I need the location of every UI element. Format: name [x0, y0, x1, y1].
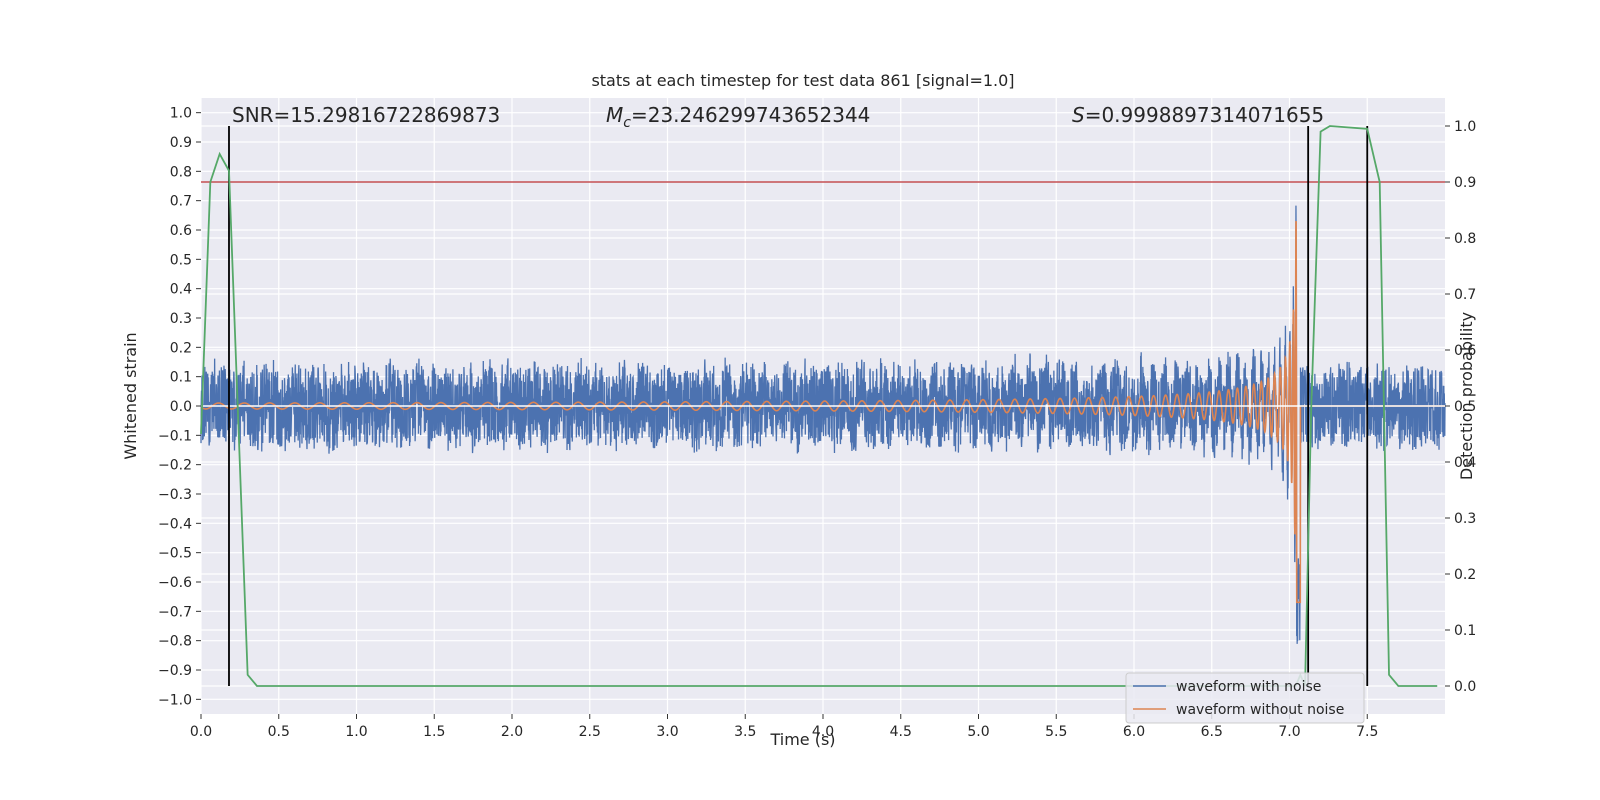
y-tick-label: −0.4	[158, 516, 192, 532]
chart-title: stats at each timestep for test data 861…	[591, 71, 1014, 90]
y-tick-label: −0.6	[158, 575, 192, 591]
x-tick-label: 7.5	[1356, 724, 1378, 740]
tick-labels: 0.0 0.5 1.0 1.5 2.0 2.5 3.0 3.5 4.0 4.5 5.0 5.5 6.0 6…	[158, 106, 1476, 740]
x-tick-label: 0.5	[268, 724, 290, 740]
x-tick-label: 4.5	[890, 724, 912, 740]
x-axis-label: Time (s)	[769, 730, 835, 749]
series-waveform-with-noise	[200, 205, 1446, 644]
legend: waveform with noise waveform without noi…	[1125, 672, 1365, 724]
x-tick-label: 6.0	[1123, 724, 1145, 740]
y-tick-label: 0.5	[170, 252, 192, 268]
y-tick-label: 0.0	[170, 399, 192, 415]
legend-entry-noise: waveform with noise	[1176, 679, 1321, 695]
y-right-tick-label: 0.2	[1454, 567, 1476, 583]
x-tick-label: 1.0	[345, 724, 367, 740]
y-right-tick-label: 1.0	[1454, 119, 1476, 135]
y-tick-label: −1.0	[158, 692, 192, 708]
x-tick-label: 3.5	[734, 724, 756, 740]
chirp-mass-value: =23.246299743652344	[631, 103, 870, 127]
y-right-tick-label: 0.8	[1454, 231, 1476, 247]
x-tick-label: 4.0	[812, 724, 834, 740]
y-tick-label: 1.0	[170, 106, 192, 122]
x-tick-label: 7.0	[1278, 724, 1300, 740]
y-right-tick-label: 0.1	[1454, 623, 1476, 639]
x-tick-label: 6.5	[1201, 724, 1223, 740]
x-tick-label: 0.0	[190, 724, 212, 740]
noisy-waveform-line	[200, 205, 1446, 644]
y-tick-label: 0.1	[170, 370, 192, 386]
series-waveform-without-noise	[200, 220, 1445, 604]
chirp-mass-subscript: c	[623, 115, 631, 131]
x-tick-label: 2.5	[579, 724, 601, 740]
score-symbol: S	[1072, 103, 1085, 127]
y-tick-label: −0.5	[158, 546, 192, 562]
reference-lines	[201, 126, 1445, 686]
score-annotation: S=0.9998897314071655	[1072, 103, 1324, 127]
x-tick-label: 1.5	[423, 724, 445, 740]
x-tick-label: 2.0	[501, 724, 523, 740]
x-tick-label: 5.5	[1045, 724, 1067, 740]
chirp-mass-annotation: Mc=23.246299743652344	[606, 103, 870, 131]
y-right-tick-label: 0.5	[1454, 399, 1476, 415]
y-tick-label: −0.1	[158, 428, 192, 444]
y-tick-label: −0.9	[158, 663, 192, 679]
y-tick-label: 0.3	[170, 311, 192, 327]
legend-entry-clean: waveform without noise	[1176, 702, 1344, 718]
y-right-tick-label: 0.6	[1454, 343, 1476, 359]
y-tick-label: 0.8	[170, 164, 192, 180]
y-tick-label: 0.9	[170, 135, 192, 151]
y-right-tick-label: 0.9	[1454, 175, 1476, 191]
y-tick-label: −0.8	[158, 634, 192, 650]
legend-box	[1125, 672, 1365, 724]
clean-waveform-line	[200, 220, 1445, 604]
score-value: =0.9998897314071655	[1085, 103, 1324, 127]
y-right-tick-label: 0.3	[1454, 511, 1476, 527]
x-tick-label: 3.0	[656, 724, 678, 740]
y-tick-label: 0.7	[170, 194, 192, 210]
y-right-tick-label: 0.0	[1454, 679, 1476, 695]
y-right-tick-label: 0.4	[1454, 455, 1476, 471]
y-axis-label-right: Detection probability	[1457, 312, 1476, 480]
x-tick-label: 5.0	[967, 724, 989, 740]
y-tick-label: −0.2	[158, 458, 192, 474]
snr-annotation: SNR=15.29816722869873	[232, 103, 500, 127]
y-tick-label: 0.4	[170, 282, 192, 298]
y-tick-label: −0.3	[158, 487, 192, 503]
y-tick-label: −0.7	[158, 604, 192, 620]
y-tick-label: 0.6	[170, 223, 192, 239]
chirp-mass-symbol: M	[606, 103, 623, 127]
y-tick-label: 0.2	[170, 340, 192, 356]
y-axis-label: Whitened strain	[121, 332, 140, 459]
y-right-tick-label: 0.7	[1454, 287, 1476, 303]
